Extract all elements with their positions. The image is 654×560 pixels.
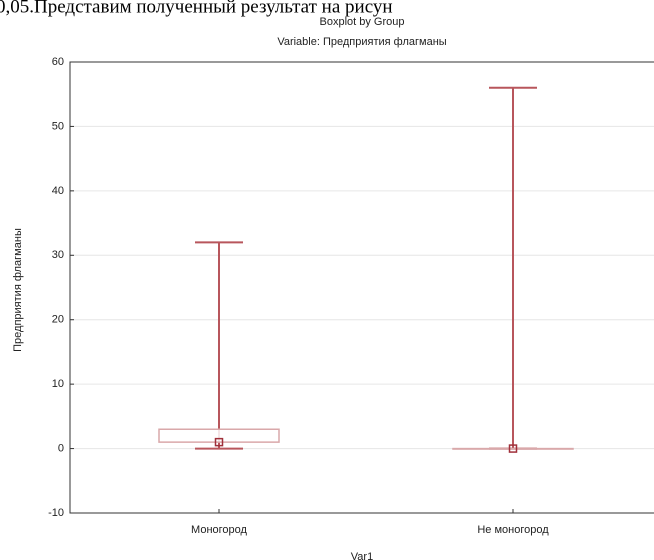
y-tick-label: 10 <box>52 378 64 390</box>
box <box>158 428 280 443</box>
y-tick-label: 50 <box>52 120 64 132</box>
plot-frame <box>69 61 654 514</box>
x-tick-label: Моногород <box>191 524 247 536</box>
page-text: 0,05.Представим полученный результат на … <box>0 0 393 17</box>
y-tick-label: -10 <box>48 507 64 519</box>
median <box>508 444 518 453</box>
y-tick-label: 0 <box>58 442 64 454</box>
x-tick-label: Не моногород <box>477 524 549 536</box>
box <box>452 447 574 450</box>
y-tick-label: 60 <box>52 56 64 68</box>
median <box>214 437 224 447</box>
x-axis-label: Var1 <box>351 551 373 560</box>
y-tick-label: 40 <box>52 185 64 197</box>
y-axis-label: Предприятия флагманы <box>12 228 24 352</box>
chart-subtitle: Variable: Предприятия флагманы <box>277 36 446 48</box>
y-tick-label: 20 <box>52 314 64 326</box>
chart-title: Boxplot by Group <box>320 16 405 28</box>
y-tick-label: 30 <box>52 249 64 261</box>
